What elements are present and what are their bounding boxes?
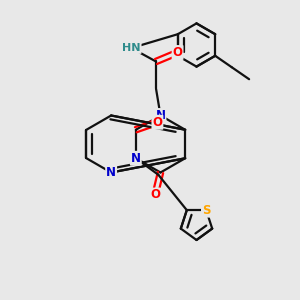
Text: O: O	[172, 46, 183, 59]
Text: O: O	[150, 188, 160, 202]
Text: N: N	[155, 109, 166, 122]
Text: O: O	[152, 116, 162, 129]
Text: S: S	[202, 204, 210, 217]
Text: N: N	[106, 166, 116, 179]
Text: N: N	[131, 152, 141, 165]
Text: HN: HN	[122, 43, 141, 53]
